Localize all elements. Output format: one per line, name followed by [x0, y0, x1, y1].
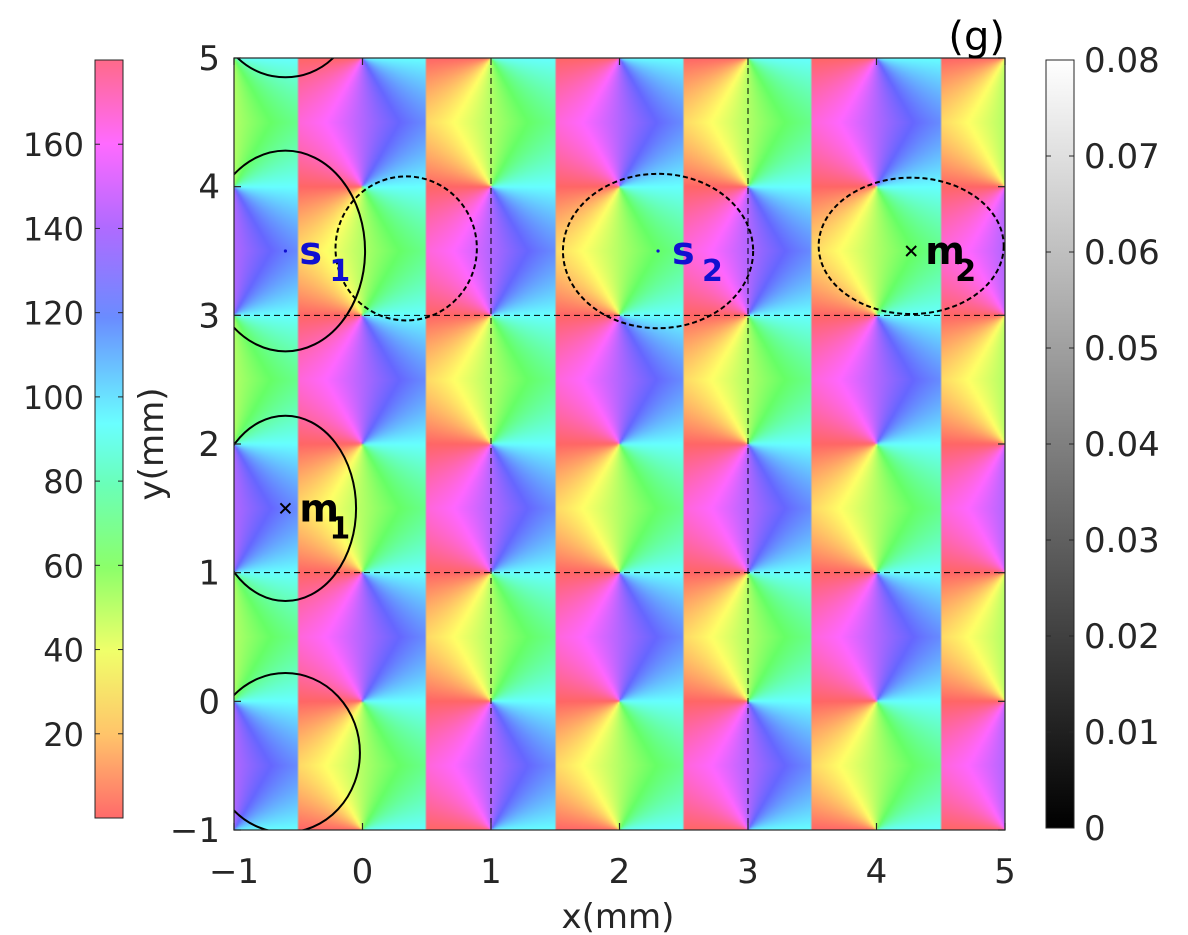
colorbar-left-ticks: 20 40 60 80 100 120 140 160	[23, 126, 123, 754]
y-tick-label: 4	[198, 168, 220, 208]
x-axis-ticks: −1 0 1 2 3 4 5	[209, 58, 1016, 892]
marker-label-sub-m2: 2	[955, 254, 976, 289]
solid-contour	[234, 149, 367, 353]
panel-label: (g)	[948, 14, 1005, 60]
x-tick-label: 2	[609, 852, 631, 892]
marker-label-sub-s1: 1	[329, 254, 350, 289]
x-tick-label: 5	[994, 852, 1016, 892]
colorbar-left: 20 40 60 80 100 120 140 160	[23, 59, 124, 819]
colorbar-right: 0 0.01 0.02 0.03 0.04 0.05 0.06 0.07 0.08	[1045, 41, 1160, 849]
colorbar-right-tick-label: 0.07	[1084, 137, 1160, 177]
colorbar-right-tick-label: 0	[1084, 809, 1106, 849]
colorbar-left-tick-label: 140	[23, 210, 84, 248]
marker-m1	[279, 502, 292, 515]
colorbar-right-ticks: 0 0.01 0.02 0.03 0.04 0.05 0.06 0.07 0.08	[1046, 41, 1160, 849]
marker-label-m1: m	[299, 486, 339, 530]
y-tick-label: 3	[198, 296, 220, 336]
y-tick-label: 0	[198, 682, 220, 722]
y-axis-ticks: −1 0 1 2 3 4 5	[170, 39, 1005, 851]
contours	[234, 58, 1005, 830]
colorbar-right-tick-label: 0.06	[1084, 233, 1160, 273]
x-tick-label: −1	[209, 852, 259, 892]
y-tick-label: 5	[198, 39, 220, 79]
colorbar-left-strip	[94, 59, 124, 819]
colorbar-left-tick-label: 40	[43, 632, 84, 670]
x-axis-label: x(mm)	[562, 897, 675, 935]
x-tick-label: 0	[352, 852, 374, 892]
colorbar-left-tick-label: 120	[23, 295, 84, 333]
y-tick-label: 1	[198, 554, 220, 594]
y-tick-label: −1	[170, 811, 220, 851]
colorbar-left-tick-label: 80	[43, 463, 84, 501]
colorbar-right-tick-label: 0.05	[1084, 329, 1160, 369]
angle-field-image	[234, 58, 1005, 830]
marker-label-sub-m1: 1	[329, 511, 350, 546]
solid-contour	[236, 58, 335, 79]
marker-m2	[905, 245, 917, 257]
x-tick-label: 3	[737, 852, 759, 892]
marker-label-m2: m	[925, 229, 965, 273]
solid-contour	[234, 672, 361, 830]
colorbar-right-tick-label: 0.02	[1084, 617, 1160, 657]
solid-contour	[234, 414, 358, 602]
y-axis-label: y(mm)	[132, 388, 172, 501]
marker-label-s1: s	[299, 229, 322, 273]
marker-label-s2: s	[672, 229, 695, 273]
colorbar-left-tick-label: 60	[43, 547, 84, 585]
dashed-contour	[817, 176, 1005, 316]
y-tick-label: 2	[198, 425, 220, 465]
colorbar-right-tick-label: 0.03	[1084, 521, 1160, 561]
x-tick-label: 1	[480, 852, 502, 892]
colorbar-left-tick-label: 160	[23, 126, 84, 164]
colorbar-left-tick-label: 20	[43, 716, 84, 754]
colorbar-left-tick-label: 100	[23, 379, 84, 417]
x-tick-label: 4	[866, 852, 888, 892]
colorbar-right-tick-label: 0.08	[1084, 41, 1160, 81]
dashed-grid-lines	[234, 58, 1005, 830]
colorbar-right-tick-label: 0.01	[1084, 713, 1160, 753]
marker-label-sub-s2: 2	[702, 254, 723, 289]
dashed-contour	[334, 175, 478, 322]
marker-s1	[283, 249, 287, 253]
marker-s2	[656, 249, 660, 253]
colorbar-right-tick-label: 0.04	[1084, 425, 1160, 465]
